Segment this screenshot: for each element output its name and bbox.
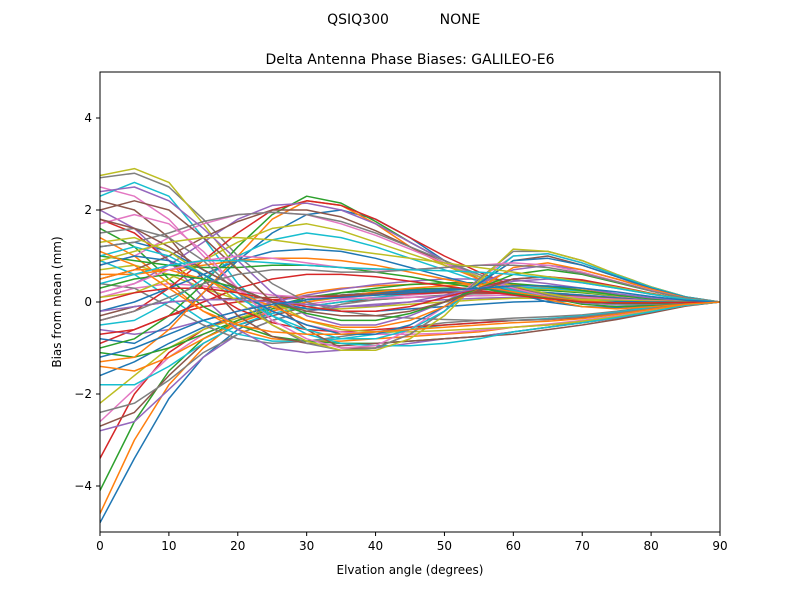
chart-title: Delta Antenna Phase Biases: GALILEO-E6 xyxy=(265,52,554,68)
series-line-s61 xyxy=(100,285,720,358)
x-tick-label: 20 xyxy=(230,539,245,553)
x-tick-label: 80 xyxy=(643,539,658,553)
x-axis-label: Elvation angle (degrees) xyxy=(337,563,484,577)
series-line-s28 xyxy=(100,172,720,322)
series-line-s13 xyxy=(100,281,720,358)
y-tick-label: 0 xyxy=(84,295,92,309)
x-tick-label: 50 xyxy=(437,539,452,553)
series-line-s51 xyxy=(100,255,720,335)
series-layer xyxy=(100,167,720,524)
series-line-s17 xyxy=(100,282,720,303)
series-line-s11 xyxy=(100,288,720,377)
x-tick-label: 90 xyxy=(712,539,727,553)
series-line-s44 xyxy=(100,273,720,335)
y-tick-label: −4 xyxy=(74,479,92,493)
series-line-s62 xyxy=(100,250,720,335)
x-axis-ticks: 0 10 20 30 40 50 60 70 80 90 xyxy=(96,532,728,553)
series-line-s54 xyxy=(100,275,720,312)
y-axis-label: Bias from mean (mm) xyxy=(50,236,64,367)
x-tick-label: 40 xyxy=(368,539,383,553)
x-tick-label: 70 xyxy=(575,539,590,553)
y-tick-label: 4 xyxy=(84,111,92,125)
x-tick-label: 0 xyxy=(96,539,104,553)
series-line-s53 xyxy=(100,269,720,322)
series-line-s59 xyxy=(100,236,720,303)
y-tick-label: 2 xyxy=(84,203,92,217)
suptitle-right: NONE xyxy=(440,12,481,28)
y-tick-label: −2 xyxy=(74,387,92,401)
x-tick-label: 60 xyxy=(506,539,521,553)
x-tick-label: 30 xyxy=(299,539,314,553)
x-tick-label: 10 xyxy=(161,539,176,553)
series-line-s60 xyxy=(100,259,720,303)
suptitle-left: QSIQ300 xyxy=(327,12,389,28)
y-axis-ticks: −4 −2 0 2 4 xyxy=(74,111,100,493)
